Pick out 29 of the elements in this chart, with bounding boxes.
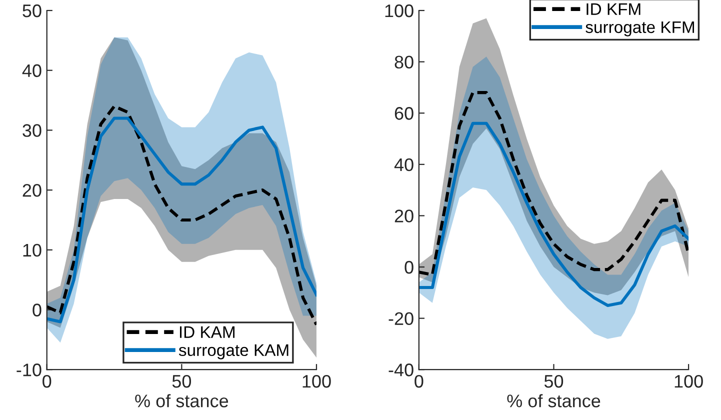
- y-tick-label: 0: [32, 304, 42, 316]
- x-tick-label: 100: [302, 374, 331, 388]
- legend-label: surrogate KFM: [586, 21, 694, 36]
- y-tick-label: 50: [22, 4, 42, 18]
- y-tick-label: 80: [394, 56, 414, 69]
- x-tick-label: 0: [414, 374, 424, 388]
- y-tick-label: 0: [404, 260, 414, 274]
- y-tick-label: 10: [23, 244, 42, 257]
- legend-label: surrogate KAM: [178, 344, 288, 360]
- x-tick-label: 50: [544, 374, 564, 388]
- legend-label: ID KFM: [586, 3, 640, 15]
- line-series: [418, 91, 689, 276]
- y-tick-label: 100: [385, 4, 414, 18]
- x-axis-title: % of stance: [135, 394, 228, 408]
- y-tick-label: 40: [22, 64, 42, 78]
- x-tick-label: 0: [42, 374, 52, 388]
- x-tick-label: 50: [172, 374, 192, 388]
- y-tick-label: 40: [394, 158, 414, 172]
- y-tick-label: 60: [394, 107, 414, 120]
- x-axis-title: % of stance: [507, 394, 600, 408]
- line-series: [418, 122, 689, 308]
- y-tick-label: 20: [22, 184, 42, 197]
- y-tick-label: -20: [388, 312, 414, 326]
- y-tick-label: -10: [16, 364, 42, 376]
- y-tick-label: 30: [22, 124, 42, 137]
- y-tick-label: 20: [394, 210, 414, 222]
- legend-label: ID KAM: [180, 326, 234, 338]
- y-tick-label: -40: [388, 364, 414, 376]
- x-tick-label: 100: [674, 374, 703, 388]
